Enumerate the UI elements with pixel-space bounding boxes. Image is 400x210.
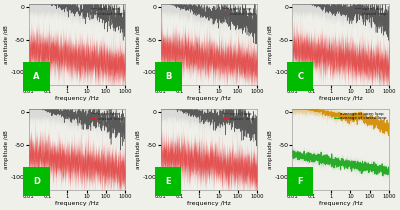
- Legend: open loop, closed loop: open loop, closed loop: [91, 111, 123, 121]
- Text: D: D: [34, 177, 40, 186]
- X-axis label: frequency /Hz: frequency /Hz: [187, 96, 231, 101]
- Y-axis label: amplitude /dB: amplitude /dB: [4, 25, 9, 64]
- Legend: open loop, closed loop: open loop, closed loop: [223, 6, 255, 16]
- Y-axis label: amplitude /dB: amplitude /dB: [268, 130, 273, 169]
- Y-axis label: amplitude /dB: amplitude /dB: [268, 25, 273, 64]
- X-axis label: frequency /Hz: frequency /Hz: [187, 201, 231, 206]
- Legend: open loop, closed loop: open loop, closed loop: [354, 6, 387, 16]
- Y-axis label: amplitude /dB: amplitude /dB: [4, 130, 9, 169]
- X-axis label: frequency /Hz: frequency /Hz: [319, 96, 363, 101]
- X-axis label: frequency /Hz: frequency /Hz: [55, 201, 99, 206]
- Legend: average of open loop, average of closed loop: average of open loop, average of closed …: [334, 111, 387, 121]
- Legend: open loop, closed loop: open loop, closed loop: [91, 6, 123, 16]
- X-axis label: frequency /Hz: frequency /Hz: [319, 201, 363, 206]
- Text: A: A: [34, 72, 40, 81]
- Text: C: C: [297, 72, 304, 81]
- Text: F: F: [297, 177, 303, 186]
- Legend: open loop, closed loop: open loop, closed loop: [223, 111, 255, 121]
- X-axis label: frequency /Hz: frequency /Hz: [55, 96, 99, 101]
- Text: E: E: [165, 177, 171, 186]
- Text: B: B: [165, 72, 172, 81]
- Y-axis label: amplitude /dB: amplitude /dB: [136, 25, 141, 64]
- Y-axis label: amplitude /dB: amplitude /dB: [136, 130, 141, 169]
